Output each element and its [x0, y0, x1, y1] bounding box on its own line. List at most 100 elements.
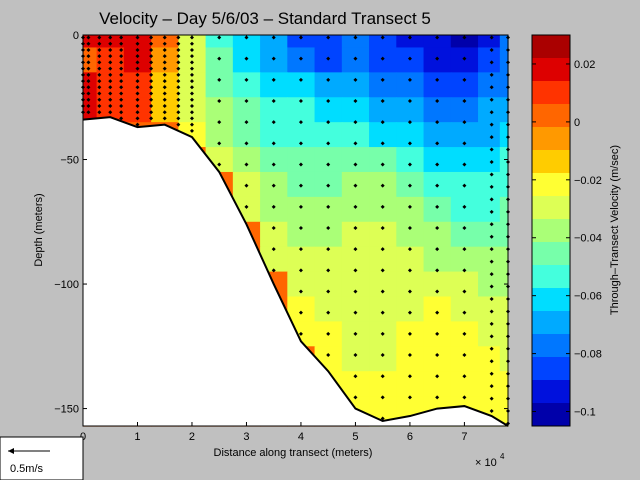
colorbar — [532, 35, 570, 427]
colorbar-segment — [532, 311, 570, 335]
station-point — [353, 98, 358, 103]
heat-cell — [478, 271, 501, 298]
colorbar-segment — [532, 403, 570, 427]
x-tick-label: 5 — [352, 431, 358, 443]
colorbar-segment — [532, 81, 570, 105]
station-point — [244, 98, 249, 103]
station-point — [108, 97, 113, 102]
station-point — [489, 35, 494, 40]
station-point — [108, 60, 113, 65]
heat-cell — [287, 271, 316, 298]
station-point — [407, 374, 412, 379]
y-axis-ticks: 0 −50 −100 −150 — [54, 30, 508, 416]
station-point — [353, 353, 358, 358]
station-point — [435, 183, 440, 188]
station-point — [149, 103, 154, 108]
station-point — [162, 66, 167, 71]
station-point — [244, 56, 249, 61]
colorbar-tick-label: −0.1 — [574, 407, 596, 419]
station-point — [86, 97, 91, 102]
station-point — [298, 310, 303, 315]
station-point — [162, 60, 167, 65]
heat-cell — [314, 296, 343, 323]
station-point — [353, 310, 358, 315]
y-tick-label: −100 — [54, 279, 79, 291]
station-point — [149, 110, 154, 115]
station-point — [162, 72, 167, 77]
station-point — [353, 77, 358, 82]
heat-cell — [232, 147, 261, 173]
heat-cell — [499, 346, 509, 372]
station-point — [149, 60, 154, 65]
heat-cell — [369, 296, 397, 323]
station-point — [176, 66, 181, 71]
station-point — [97, 85, 102, 90]
station-point — [489, 97, 494, 102]
station-point — [326, 183, 331, 188]
heat-cell — [499, 296, 509, 323]
seafloor-line — [82, 116, 509, 427]
heat-cell — [478, 371, 501, 397]
station-point — [271, 226, 276, 231]
station-point — [435, 98, 440, 103]
station-point — [489, 384, 494, 389]
colorbar-segment — [532, 150, 570, 174]
station-point — [407, 183, 412, 188]
station-point — [149, 116, 154, 121]
heat-cell — [369, 346, 397, 372]
station-point — [326, 268, 331, 273]
station-point — [162, 79, 167, 84]
station-point — [135, 91, 140, 96]
station-point — [119, 85, 124, 90]
station-point — [435, 353, 440, 358]
heat-cell — [341, 221, 370, 248]
heat-cell — [314, 221, 343, 248]
station-point — [380, 268, 385, 273]
station-point — [380, 289, 385, 294]
station-point — [162, 110, 167, 115]
station-point — [176, 60, 181, 65]
station-point — [135, 47, 140, 52]
seafloor-fill — [83, 117, 508, 426]
station-point — [119, 60, 124, 65]
station-point — [353, 395, 358, 400]
station-point — [149, 85, 154, 90]
station-point — [162, 41, 167, 46]
station-point — [435, 374, 440, 379]
y-axis-label: Depth (meters) — [33, 193, 45, 266]
station-point — [353, 204, 358, 209]
station-point — [407, 331, 412, 336]
heat-cell — [205, 72, 234, 98]
heat-cell — [205, 35, 234, 49]
station-point — [244, 141, 249, 146]
colorbar-tick-label: −0.06 — [574, 291, 602, 303]
station-point — [189, 85, 194, 90]
station-point — [86, 47, 91, 52]
heat-cell — [396, 147, 425, 173]
station-point — [162, 47, 167, 52]
station-point — [435, 247, 440, 252]
heat-cell — [260, 35, 288, 49]
station-point — [86, 66, 91, 71]
station-point — [435, 204, 440, 209]
station-point — [298, 289, 303, 294]
station-point — [489, 346, 494, 351]
heat-cell — [499, 396, 509, 418]
station-point — [162, 35, 167, 40]
station-point — [189, 128, 194, 133]
station-point — [189, 110, 194, 115]
colorbar-ticks: 0.02 0 −0.02 −0.04 −0.06 −0.08 −0.1 — [532, 59, 602, 419]
station-point — [86, 35, 91, 40]
heat-cell — [450, 196, 479, 223]
station-point — [244, 162, 249, 167]
station-point — [149, 47, 154, 52]
station-point — [462, 98, 467, 103]
heat-cell — [341, 246, 370, 273]
station-point — [119, 72, 124, 77]
station-point — [326, 310, 331, 315]
heat-cell — [96, 35, 125, 49]
heat-cell — [341, 296, 370, 323]
station-point — [489, 122, 494, 127]
station-point — [380, 204, 385, 209]
heat-cell — [450, 147, 479, 173]
